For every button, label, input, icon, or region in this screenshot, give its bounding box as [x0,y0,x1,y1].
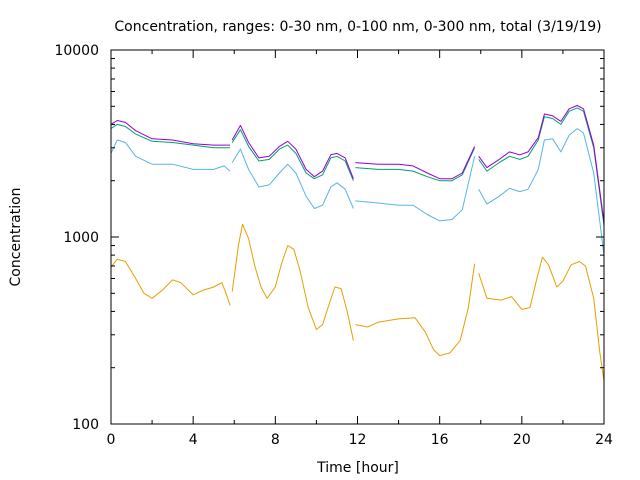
series-line [478,105,605,223]
series-line [355,263,476,357]
series-3 [110,107,605,226]
series-line [110,123,231,149]
x-tick-label: 0 [107,432,116,448]
y-tick-label: 100 [72,417,99,433]
x-tick-label: 8 [271,432,280,448]
series-2 [110,128,605,256]
y-axis-label: Concentration [8,187,24,286]
chart-title: Concentration, ranges: 0-30 nm, 0-100 nm… [114,19,601,35]
y-tick-label: 1000 [63,230,99,246]
series-layer [110,105,605,381]
series-line [231,148,354,209]
series-line [231,129,354,181]
x-tick-label: 24 [595,432,613,448]
series-line [355,147,476,182]
y-tick-label: 10000 [54,43,99,59]
x-axis-label: Time [hour] [316,460,399,476]
x-tick-label: 20 [513,432,531,448]
x-tick-label: 16 [431,432,449,448]
series-line [478,256,605,381]
series-line [110,120,231,146]
x-tick-label: 4 [189,432,198,448]
series-line [110,139,231,172]
series-line [478,128,605,256]
series-line [231,124,354,179]
x-tick-label: 12 [349,432,367,448]
series-1 [110,223,605,381]
plot-frame [110,49,605,425]
series-line [110,258,231,306]
series-line [231,223,354,341]
tick-layer: 0 4 8 12 16 20 24 100 1000 10000 [54,43,613,448]
series-line [478,107,605,226]
series-line [355,156,476,222]
series-4 [110,105,605,223]
series-line [355,146,476,180]
